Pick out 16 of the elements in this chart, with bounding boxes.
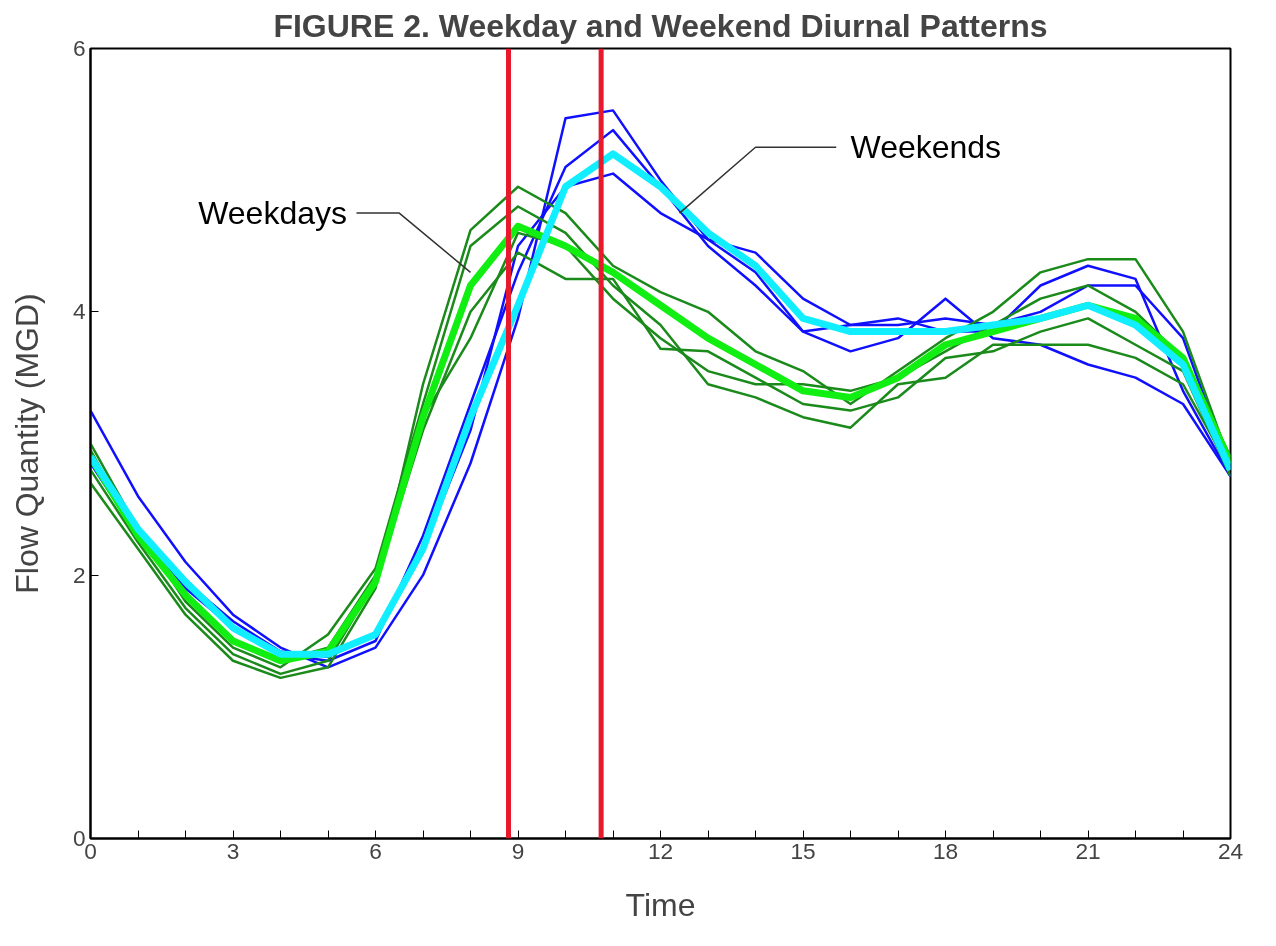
x-tick-label: 6	[369, 837, 382, 864]
annotation: Weekdays	[198, 195, 347, 232]
y-tick-label: 4	[72, 298, 86, 325]
x-tick-label: 24	[1217, 837, 1244, 864]
y-axis-title: Flow Quantity (MGD)	[8, 293, 45, 594]
x-tick-label: 3	[226, 837, 240, 864]
x-tick-label: 9	[511, 837, 525, 864]
x-axis-title: Time	[625, 886, 696, 923]
chart-title: FIGURE 2. Weekday and Weekend Diurnal Patterns	[273, 7, 1048, 44]
y-tick-label: 2	[72, 561, 86, 588]
annotation: Weekends	[850, 129, 1002, 166]
x-tick-label: 21	[1075, 837, 1101, 864]
x-tick-label: 18	[932, 837, 959, 864]
x-tick-label: 12	[647, 837, 674, 864]
y-tick-label: 6	[72, 35, 86, 61]
x-tick-label: 15	[790, 837, 816, 864]
